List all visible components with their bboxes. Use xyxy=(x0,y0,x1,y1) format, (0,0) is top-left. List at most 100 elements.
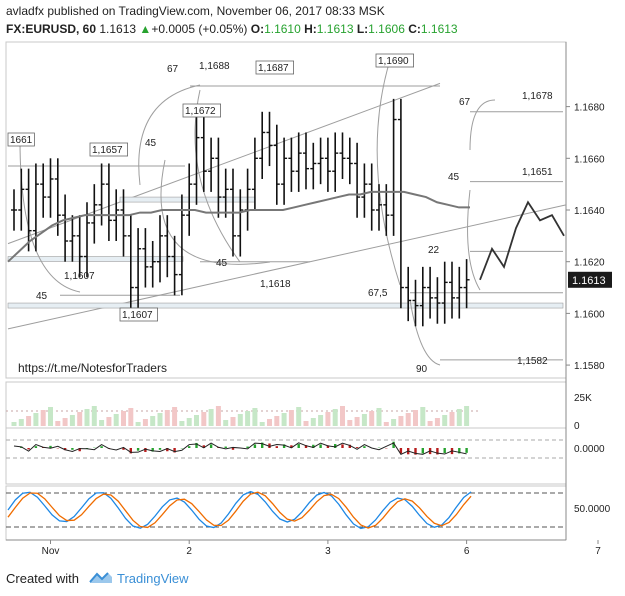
close-label: C: xyxy=(408,22,421,36)
volume-bar xyxy=(252,408,258,426)
high-value: 1.1613 xyxy=(316,22,354,36)
level-label: 1,1688 xyxy=(199,61,230,72)
level-label: 1,1687 xyxy=(258,63,289,74)
symbol-label: FX:EURUSD, 60 xyxy=(6,22,97,36)
volume-bar xyxy=(361,414,367,426)
volume-bar xyxy=(434,418,440,426)
time-tick-label: Nov xyxy=(42,546,60,557)
up-arrow-icon: ▲ xyxy=(139,22,152,36)
price-tick-label: 1.1680 xyxy=(574,103,605,114)
open-label: O: xyxy=(250,22,265,36)
macd-tick-label: 0.0000 xyxy=(574,444,605,455)
volume-bar xyxy=(427,421,433,426)
volume-bar xyxy=(413,410,418,426)
angle-label: 45 xyxy=(448,172,460,183)
low-label: L: xyxy=(356,22,369,36)
price-tick-label: 1.1640 xyxy=(574,206,605,217)
volume-bar xyxy=(215,406,221,426)
high-label: H: xyxy=(304,22,317,36)
volume-bar xyxy=(77,412,83,426)
volume-bar xyxy=(201,412,207,426)
level-label: 1,1582 xyxy=(517,356,548,367)
projection-line xyxy=(479,200,565,281)
volume-bar xyxy=(121,411,126,426)
volume-bar xyxy=(340,406,345,426)
level-label-box xyxy=(375,53,414,68)
volume-bar xyxy=(128,408,134,426)
volume-bar xyxy=(274,416,280,426)
volume-tick-label: 0 xyxy=(574,421,580,432)
stoch-tick-label: 50.0000 xyxy=(574,504,611,515)
gann-arc xyxy=(138,84,201,186)
time-tick-label: 3 xyxy=(325,546,331,557)
chart-header: avladfx published on TradingView.com, No… xyxy=(0,0,625,42)
volume-bar xyxy=(62,418,68,426)
watermark-text: https://t.me/NotesforTraders xyxy=(18,361,167,375)
volume-bar xyxy=(405,413,411,426)
volume-bar xyxy=(48,407,53,426)
volume-bar xyxy=(157,413,163,426)
level-label-box xyxy=(119,307,158,322)
volume-bar xyxy=(142,419,148,426)
author-name[interactable]: avladfx xyxy=(6,4,45,18)
chart-canvas[interactable]: 1.1680 1.1660 1.1640 1.1620 1.1600 1.1580 1.16… xyxy=(0,0,625,566)
level-label: 1,1657 xyxy=(92,145,123,156)
volume-bar xyxy=(296,407,302,426)
price-tick-label: 1.1600 xyxy=(574,309,605,320)
level-label: 1,1672 xyxy=(185,106,216,117)
angle-label: 67 xyxy=(167,64,179,75)
angle-label: 67 xyxy=(459,97,471,108)
angle-label: 67,5 xyxy=(368,288,388,299)
volume-bar xyxy=(376,408,382,426)
level-label-box xyxy=(182,103,221,118)
tradingview-brand-link[interactable]: TradingView xyxy=(117,571,189,586)
gann-arc xyxy=(467,189,481,291)
volume-bar xyxy=(208,409,214,426)
time-tick-label: 2 xyxy=(186,546,192,557)
angle-label: 22 xyxy=(428,245,440,256)
angle-label: 1,1607 xyxy=(64,271,95,282)
gann-arc xyxy=(409,299,441,366)
pane-frame xyxy=(5,427,567,485)
level-label: 1,1607 xyxy=(122,310,153,321)
volume-bar xyxy=(18,419,24,426)
volume-bar xyxy=(106,417,112,426)
volume-bar xyxy=(318,415,324,426)
footer: Created with TradingView xyxy=(0,566,625,596)
volume-bar xyxy=(354,417,360,426)
macd-line xyxy=(13,442,467,455)
price-tick-label: 1.1620 xyxy=(574,258,605,269)
angle-label: 45 xyxy=(36,291,48,302)
moving-average-line xyxy=(7,190,470,263)
level-label-box xyxy=(89,142,128,157)
volume-bar xyxy=(442,415,448,426)
level-box xyxy=(7,256,184,262)
gann-arc xyxy=(376,59,401,286)
volume-bar xyxy=(303,421,309,426)
gann-arc xyxy=(160,159,271,265)
volume-bar xyxy=(40,410,46,426)
volume-tick-label: 25K xyxy=(574,393,592,404)
price-change: +0.0005 (+0.05%) xyxy=(151,22,248,36)
time-tick-label: 7 xyxy=(595,546,601,557)
stoch-d-line xyxy=(7,491,472,529)
angle-label: 90 xyxy=(416,364,428,375)
price-tick-label: 1.1660 xyxy=(574,154,605,165)
level-label-box xyxy=(255,60,294,75)
volume-bar xyxy=(91,406,97,426)
gann-arc xyxy=(469,99,496,151)
volume-bar xyxy=(55,421,61,426)
volume-bar xyxy=(383,422,389,426)
tradingview-logo-icon[interactable] xyxy=(88,570,114,586)
volume-bar xyxy=(449,412,455,426)
volume-bar xyxy=(186,418,192,426)
created-with-text: Created with xyxy=(6,571,79,586)
pane-frame xyxy=(5,485,567,541)
volume-bar xyxy=(237,414,243,426)
low-value: 1.1606 xyxy=(368,22,405,36)
volume-bar xyxy=(172,407,178,426)
volume-bar xyxy=(11,422,17,426)
volume-bar xyxy=(347,420,353,426)
volume-bar xyxy=(179,421,185,426)
close-value: 1.1613 xyxy=(420,22,458,36)
